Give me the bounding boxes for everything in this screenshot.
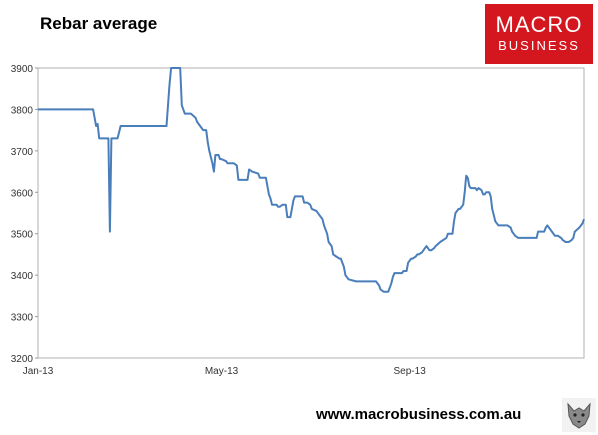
y-tick-label: 3400 [11, 271, 34, 282]
y-tick-label: 3300 [11, 313, 34, 324]
plot-area [37, 67, 585, 359]
y-tick-label: 3500 [11, 230, 34, 241]
y-tick-label: 3800 [11, 105, 34, 116]
x-tick-label: May-13 [205, 366, 239, 377]
y-tick-label: 3900 [11, 64, 34, 75]
macrobusiness-logo: MACRO BUSINESS [485, 4, 593, 64]
series-layer [38, 67, 585, 293]
axes: 3200 3300 3400 3500 3600 3700 3800 3900 Jan-13 Ma… [11, 64, 426, 377]
footer-url: www.macrobusiness.com.au [316, 406, 522, 423]
x-tick-label: Jan-13 [23, 366, 54, 377]
wolf-logo-icon [562, 398, 596, 432]
y-tick-label: 3600 [11, 188, 34, 199]
y-tick-label: 3700 [11, 147, 34, 158]
x-tick-label: Sep-13 [394, 366, 427, 377]
logo-line1: MACRO [495, 12, 583, 37]
logo-line2: BUSINESS [498, 38, 580, 53]
y-tick-label: 3200 [11, 354, 34, 365]
chart-title: Rebar average [40, 14, 158, 33]
series-line [38, 67, 585, 293]
